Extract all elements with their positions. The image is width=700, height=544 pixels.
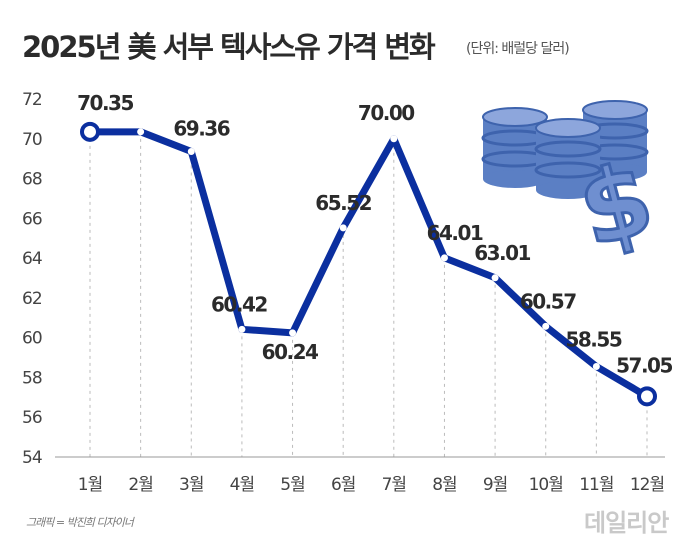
y-tick-label: 56	[22, 408, 42, 428]
data-label: 65.52	[315, 191, 371, 215]
data-point	[137, 128, 145, 136]
x-tick-label: 7월	[382, 475, 406, 495]
x-tick-label: 3월	[179, 475, 203, 495]
data-label: 60.24	[262, 340, 318, 364]
y-tick-label: 70	[22, 130, 42, 150]
y-tick-label: 66	[22, 209, 42, 229]
data-label: 60.57	[520, 289, 576, 313]
series-line	[86, 128, 651, 400]
data-label: 57.05	[616, 353, 672, 377]
y-tick-label: 64	[22, 249, 42, 269]
data-point	[390, 135, 398, 143]
data-label: 58.55	[565, 328, 621, 352]
data-point	[542, 322, 550, 330]
data-point	[238, 325, 246, 333]
y-tick-label: 58	[22, 368, 42, 388]
x-tick-label: 4월	[230, 475, 254, 495]
data-label: 70.35	[77, 91, 133, 115]
logo: 데일리안	[584, 509, 669, 537]
data-point	[592, 363, 600, 371]
x-tick-label: 10월	[529, 475, 563, 495]
credit-text: 그래픽 = 박진희 디자이너	[26, 516, 134, 529]
y-tick-label: 62	[22, 289, 42, 309]
data-label: 70.00	[358, 101, 414, 125]
data-label: 63.01	[474, 241, 530, 265]
x-tick-label: 5월	[280, 475, 304, 495]
chart-title: 2025년 美 서부 텍사스유 가격 변화	[22, 30, 436, 64]
data-label: 69.36	[173, 117, 229, 141]
x-tick-label: 11월	[579, 475, 613, 495]
y-tick-label: 54	[22, 448, 42, 468]
data-point	[491, 274, 499, 282]
x-tick-label: 6월	[331, 475, 355, 495]
data-point	[80, 121, 100, 142]
data-point	[440, 254, 448, 262]
y-tick-label: 72	[22, 90, 42, 110]
x-tick-label: 12월	[630, 475, 664, 495]
data-point	[187, 148, 195, 156]
x-tick-label: 8월	[432, 475, 456, 495]
data-label: 64.01	[427, 221, 483, 245]
data-point	[289, 329, 297, 337]
y-tick-label: 68	[22, 170, 42, 190]
data-label: 60.42	[211, 292, 267, 316]
y-tick-label: 60	[22, 329, 42, 349]
unit-label: (단위: 배럴당 달러)	[466, 41, 570, 57]
x-tick-label: 1월	[78, 475, 102, 495]
data-point	[637, 386, 657, 407]
x-tick-label: 2월	[128, 475, 152, 495]
data-point	[339, 224, 347, 232]
dollar-sign-icon: $	[567, 139, 665, 270]
x-tick-label: 9월	[483, 475, 507, 495]
